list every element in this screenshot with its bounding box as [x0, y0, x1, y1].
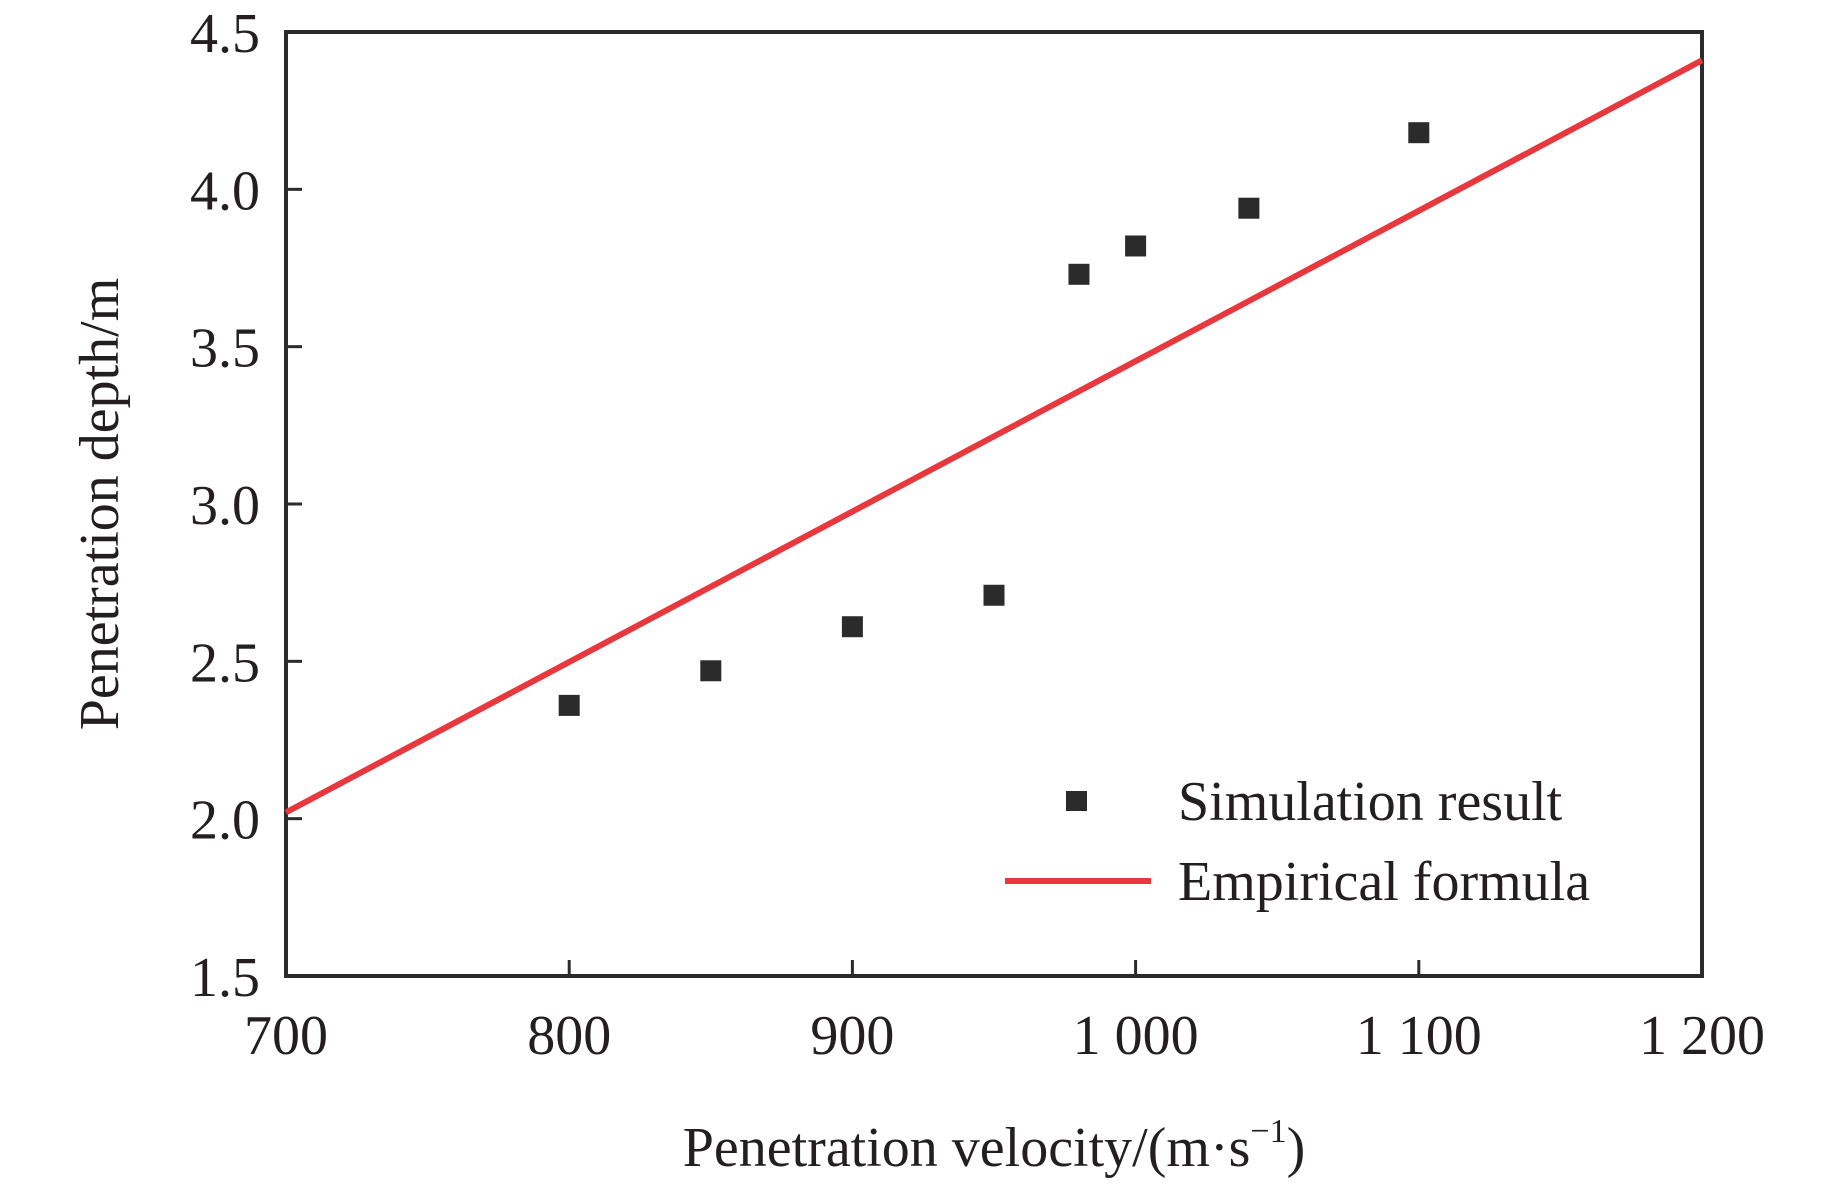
empirical-formula-line — [284, 57, 1704, 816]
simulation-point — [983, 584, 1005, 606]
x-axis-ticks: 700 800 900 1 000 1 100 1 200 — [244, 960, 1765, 1067]
y-tick-label: 2.5 — [190, 632, 260, 694]
x-tick-label: 1 100 — [1356, 1005, 1482, 1067]
x-axis-title-superscript: −1 — [1250, 1113, 1286, 1150]
x-tick-label: 800 — [527, 1005, 611, 1067]
legend-marker-simulation-result — [1066, 791, 1087, 811]
series-empirical-formula — [284, 57, 1704, 816]
x-tick-label: 900 — [810, 1005, 894, 1067]
y-tick-label: 3.5 — [190, 318, 260, 380]
simulation-point — [841, 616, 863, 638]
y-tick-label: 2.0 — [190, 790, 260, 852]
simulation-point — [1068, 263, 1090, 285]
x-tick-label: 700 — [244, 1005, 328, 1067]
x-axis-title: Penetration velocity/(m·s−1) — [683, 1113, 1305, 1179]
legend-label-empirical-formula: Empirical formula — [1178, 851, 1590, 913]
simulation-point — [1125, 235, 1147, 257]
simulation-point — [558, 694, 580, 716]
y-axis-title: Penetration depth/m — [69, 278, 131, 731]
y-tick-label: 3.0 — [190, 475, 260, 537]
legend: Simulation result Empirical formula — [1005, 771, 1590, 913]
legend-label-simulation-result: Simulation result — [1178, 771, 1563, 833]
x-tick-label: 1 200 — [1639, 1005, 1765, 1067]
y-tick-label: 4.5 — [190, 3, 260, 65]
simulation-point — [1408, 122, 1430, 144]
y-tick-label: 4.0 — [190, 160, 260, 222]
x-tick-label: 1 000 — [1073, 1005, 1199, 1067]
series-simulation-result — [558, 122, 1430, 716]
simulation-point — [700, 660, 722, 682]
simulation-point — [1238, 197, 1260, 219]
y-tick-label: 1.5 — [190, 947, 260, 1009]
y-axis-ticks: 1.5 2.0 2.5 3.0 3.5 4.0 4.5 — [190, 3, 302, 1009]
